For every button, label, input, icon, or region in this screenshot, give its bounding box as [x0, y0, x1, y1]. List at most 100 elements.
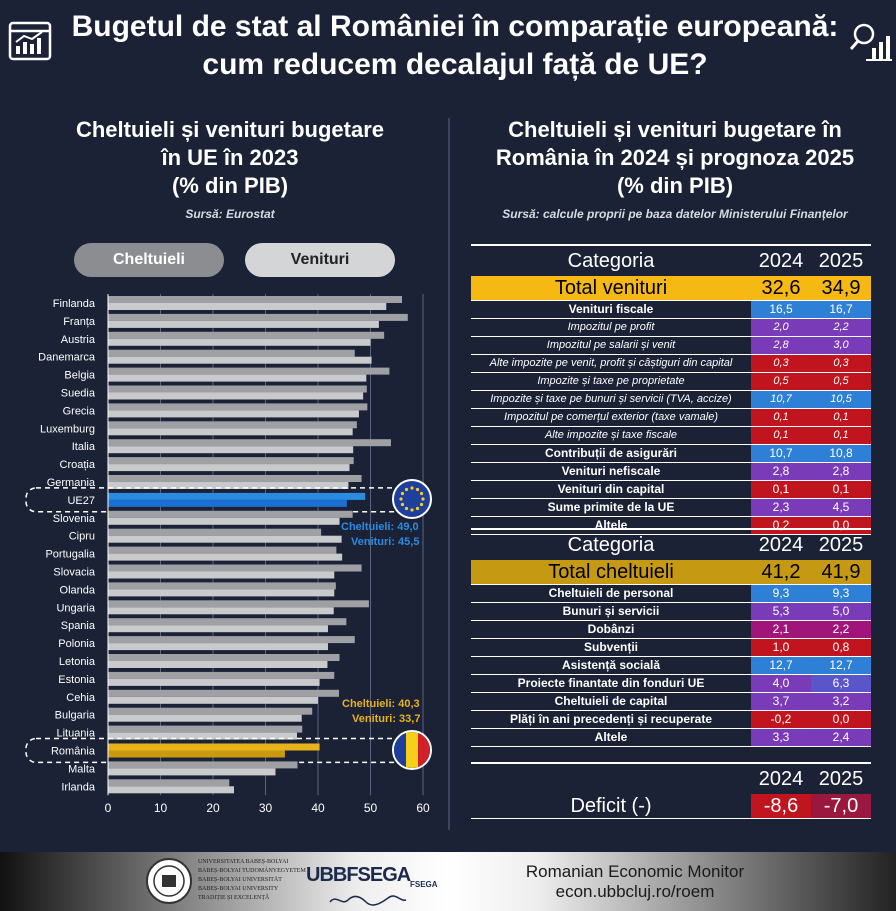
rev-total-label: Total venituri [471, 276, 751, 301]
table-row: Contribuții de asigurări 10,7 10,8 [471, 444, 871, 463]
romania-flag-icon [392, 730, 432, 770]
row-value-2024: 10,7 [751, 444, 811, 463]
fsega-badge: FSEGA [410, 880, 438, 889]
category-label: Irlanda [61, 781, 96, 793]
row-label: Venituri fiscale [471, 300, 751, 319]
bar-revenues [108, 428, 353, 436]
bar-revenues [108, 392, 364, 400]
bar-expenses [108, 349, 355, 357]
bar-revenues [108, 482, 349, 489]
eu-star [421, 497, 425, 501]
x-tick-label: 50 [364, 801, 378, 815]
left-heading: Cheltuieli și venituri bugetare în UE în… [40, 116, 420, 228]
category-label: Cehia [66, 692, 96, 704]
row-value-2025: 0,0 [811, 710, 871, 729]
row-label: Alte impozite și taxe fiscale [471, 426, 751, 445]
row-value-2024: 16,5 [751, 300, 811, 319]
deficit-table: 2024 2025 Deficit (-) -8,6 -7,0 [471, 762, 871, 819]
x-tick-label: 60 [416, 801, 430, 815]
monitor-url[interactable]: econ.ubbcluj.ro/roem [555, 882, 715, 901]
row-value-2024: 0,3 [751, 354, 811, 373]
row-value-2025: 12,7 [811, 656, 871, 675]
right-heading-line-1: Cheltuieli și venituri bugetare în [508, 117, 842, 142]
page-title: Bugetul de stat al României în comparați… [60, 8, 850, 84]
row-label: Sume primite de la UE [471, 498, 751, 517]
univ-line-2: BABEȘ-BOLYAI TUDOMÁNYEGYETEM [198, 868, 306, 874]
bar-expenses [108, 618, 347, 626]
table-row: Asistență socială 12,7 12,7 [471, 656, 871, 675]
bar-expenses [108, 403, 368, 411]
row-label: Impozite și taxe pe proprietate [471, 372, 751, 391]
category-label: Italia [72, 441, 96, 453]
bar-expenses [108, 457, 354, 465]
eu-star [400, 491, 405, 496]
bar-expenses [108, 761, 298, 769]
bar-expenses [108, 654, 340, 661]
exp-total-label: Total cheltuieli [471, 560, 751, 585]
eu-annotation-expenses: Cheltuieli: 49,0 [341, 521, 419, 533]
bar-expenses [108, 331, 385, 339]
category-label: Slovenia [53, 513, 96, 525]
bar-revenues [108, 320, 379, 328]
table-row: Cheltuieli de capital 3,7 3,2 [471, 692, 871, 711]
category-label: Grecia [63, 405, 96, 417]
rev-total-2025: 34,9 [811, 276, 871, 301]
revenue-table: Categoria 2024 2025 Total venituri 32,6 … [471, 244, 871, 535]
bar-revenues [108, 786, 234, 794]
category-label: Letonia [59, 656, 96, 668]
table-row: Venituri fiscale 16,5 16,7 [471, 300, 871, 319]
right-source: Sursă: calcule proprii pe baza datelor M… [502, 207, 848, 221]
row-value-2025: 0,1 [811, 480, 871, 499]
bar-expenses [108, 510, 353, 518]
row-label: Cheltuieli de capital [471, 692, 751, 711]
bar-revenues [108, 732, 297, 740]
row-label: Venituri nefiscale [471, 462, 751, 481]
right-heading: Cheltuieli și venituri bugetare în Român… [465, 116, 885, 228]
bar-expenses [108, 492, 366, 500]
univ-line-5: TRADIȚIE ȘI EXCELENȚĂ [198, 895, 270, 901]
bar-revenues [108, 338, 371, 346]
bar-expenses [108, 367, 390, 375]
legend-expenses-button[interactable]: Cheltuieli [74, 243, 224, 277]
expense-table: Categoria 2024 2025 Total cheltuieli 41,… [471, 528, 871, 747]
table-row: Subvenții 1,0 0,8 [471, 638, 871, 657]
row-value-2025: 2,2 [811, 318, 871, 337]
bar-revenues [108, 625, 328, 633]
eu-star [400, 502, 405, 507]
legend-revenues-button[interactable]: Venituri [245, 243, 395, 277]
row-label: Cheltuieli de personal [471, 584, 751, 603]
bar-expenses [108, 313, 408, 321]
bar-expenses [108, 725, 303, 733]
row-value-2024: 1,0 [751, 638, 811, 657]
table-row: Plăți în ani precedenți și recuperate -0,… [471, 710, 871, 729]
exp-header-category: Categoria [471, 528, 751, 560]
univ-line-4: BABEȘ-BOLYAI UNIVERSITY [198, 886, 279, 892]
bar-revenues [108, 589, 335, 597]
bar-expenses [108, 582, 336, 590]
row-value-2025: 3,2 [811, 692, 871, 711]
category-label: Franța [63, 316, 96, 328]
row-value-2025: 2,4 [811, 728, 871, 747]
bar-revenues [108, 517, 340, 525]
row-value-2025: 16,7 [811, 300, 871, 319]
title-line-1: Bugetul de stat al României în comparați… [71, 10, 839, 43]
row-value-2025: 6,3 [811, 674, 871, 693]
left-source: Sursă: Eurostat [185, 207, 275, 221]
row-value-2025: 4,5 [811, 498, 871, 517]
category-label: Estonia [58, 674, 96, 686]
rev-header-2024: 2024 [751, 244, 811, 276]
divider [448, 118, 450, 830]
table-row: Impozitul pe salarii și venit 2,8 3,0 [471, 336, 871, 355]
bar-chart: 0 10 20 30 40 50 60 Finlanda Franța Austria Danema… [25, 294, 430, 815]
row-value-2025: 0,1 [811, 408, 871, 427]
row-value-2025: 3,0 [811, 336, 871, 355]
row-value-2024: 12,7 [751, 656, 811, 675]
rev-header-category: Categoria [471, 244, 751, 276]
table-row: Alte impozite pe venit, profit și câștig… [471, 354, 871, 373]
eu-annotation-revenues: Venituri: 45,5 [351, 536, 420, 548]
row-value-2024: 2,3 [751, 498, 811, 517]
deficit-header-2024: 2024 [751, 762, 811, 794]
exp-total-2024: 41,2 [751, 560, 811, 585]
bar-revenues [108, 410, 359, 418]
univ-line-1: UNIVERSITATEA BABEȘ-BOLYAI [198, 859, 289, 865]
